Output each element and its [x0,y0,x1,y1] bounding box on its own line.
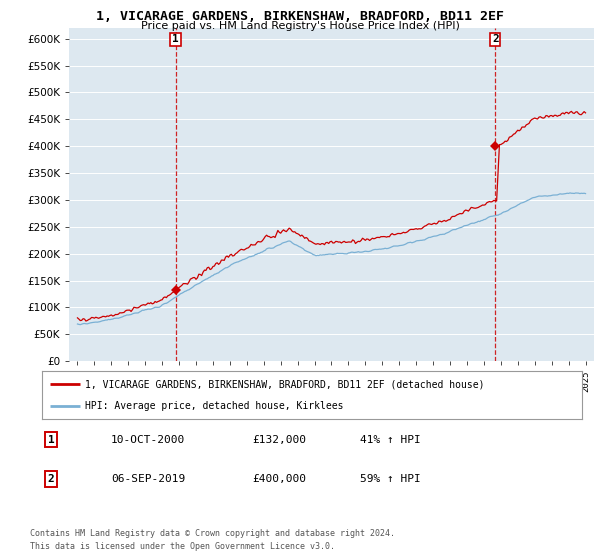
Text: 59% ↑ HPI: 59% ↑ HPI [360,474,421,484]
Text: £400,000: £400,000 [252,474,306,484]
Text: 06-SEP-2019: 06-SEP-2019 [111,474,185,484]
Text: HPI: Average price, detached house, Kirklees: HPI: Average price, detached house, Kirk… [85,401,344,411]
Text: 1, VICARAGE GARDENS, BIRKENSHAW, BRADFORD, BD11 2EF: 1, VICARAGE GARDENS, BIRKENSHAW, BRADFOR… [96,10,504,23]
Text: 2: 2 [47,474,55,484]
Text: Contains HM Land Registry data © Crown copyright and database right 2024.: Contains HM Land Registry data © Crown c… [30,529,395,538]
Text: 41% ↑ HPI: 41% ↑ HPI [360,435,421,445]
Text: Price paid vs. HM Land Registry's House Price Index (HPI): Price paid vs. HM Land Registry's House … [140,21,460,31]
Text: This data is licensed under the Open Government Licence v3.0.: This data is licensed under the Open Gov… [30,542,335,550]
Text: 2: 2 [492,35,499,44]
Text: 1: 1 [47,435,55,445]
Text: £132,000: £132,000 [252,435,306,445]
Text: 10-OCT-2000: 10-OCT-2000 [111,435,185,445]
Text: 1, VICARAGE GARDENS, BIRKENSHAW, BRADFORD, BD11 2EF (detached house): 1, VICARAGE GARDENS, BIRKENSHAW, BRADFOR… [85,379,485,389]
Text: 1: 1 [172,35,179,44]
